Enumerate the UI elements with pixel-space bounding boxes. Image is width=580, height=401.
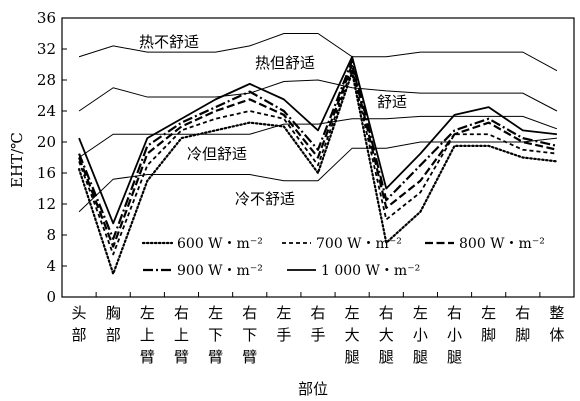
x-category-label: 右下臂 <box>242 304 257 366</box>
legend-label-700: 700 W・m⁻² <box>316 236 402 252</box>
zone-label-cool-comfortable: 冷但舒适 <box>187 145 247 163</box>
y-tick-label: 28 <box>37 71 56 89</box>
y-axis-ticks: 0 4 8 12 16 20 24 28 32 36 <box>37 9 67 306</box>
x-category-label: 右手 <box>310 304 325 344</box>
x-category-label: 左脚 <box>481 304 496 344</box>
zone-label-comfortable: 舒适 <box>377 93 407 111</box>
plot-border <box>61 17 575 298</box>
x-category-label: 左下臂 <box>208 304 223 366</box>
comfort-boundary-1 <box>78 33 558 72</box>
comfort-boundary-3 <box>78 115 558 158</box>
series-line-4 <box>78 59 558 240</box>
y-tick-label: 20 <box>37 133 56 151</box>
comfort-boundary-lines <box>78 33 558 213</box>
y-tick-label: 32 <box>37 40 56 58</box>
series-line-5 <box>78 55 558 225</box>
legend-label-900: 900 W・m⁻² <box>177 263 263 279</box>
x-category-label: 右脚 <box>515 304 530 344</box>
y-axis-title: EHT/℃ <box>8 132 26 188</box>
y-tick-label: 36 <box>37 9 56 27</box>
x-category-label: 头部 <box>72 304 87 344</box>
zone-label-cold-uncomfortable: 冷不舒适 <box>235 190 295 208</box>
series-line-1 <box>77 71 559 275</box>
y-tick-label: 4 <box>46 257 56 275</box>
x-category-label: 左上臂 <box>140 304 155 366</box>
series-lines <box>77 55 559 275</box>
legend: 600 W・m⁻² 700 W・m⁻² 800 W・m⁻² 900 W・m⁻² … <box>141 236 545 279</box>
x-category-label: 胸部 <box>106 304 121 344</box>
series-line-3 <box>78 63 558 248</box>
x-axis-title: 部位 <box>298 380 328 398</box>
legend-label-1000: 1 000 W・m⁻² <box>321 263 420 279</box>
y-tick-label: 0 <box>46 288 56 306</box>
zone-label-hot-uncomfortable: 热不舒适 <box>139 33 199 51</box>
x-category-label: 左大腿 <box>345 304 360 366</box>
y-tick-label: 8 <box>46 226 56 244</box>
zone-label-hot-comfortable: 热但舒适 <box>255 54 315 72</box>
comfort-boundary-2 <box>78 79 558 112</box>
y-tick-label: 16 <box>37 164 56 182</box>
plot-frame <box>61 17 575 298</box>
x-category-label: 右小腿 <box>447 304 462 366</box>
x-category-label: 左手 <box>276 304 291 344</box>
x-category-label: 右上臂 <box>174 304 189 366</box>
x-category-label: 左小腿 <box>413 304 428 366</box>
comfort-boundary-4 <box>78 137 557 213</box>
series-line-2 <box>78 67 558 256</box>
y-tick-label: 12 <box>37 195 56 213</box>
y-tick-label: 24 <box>37 102 56 120</box>
legend-label-600: 600 W・m⁻² <box>177 236 263 252</box>
x-category-label: 右大腿 <box>379 304 394 366</box>
legend-label-800: 800 W・m⁻² <box>459 236 545 252</box>
x-category-label: 整体 <box>549 304 564 344</box>
